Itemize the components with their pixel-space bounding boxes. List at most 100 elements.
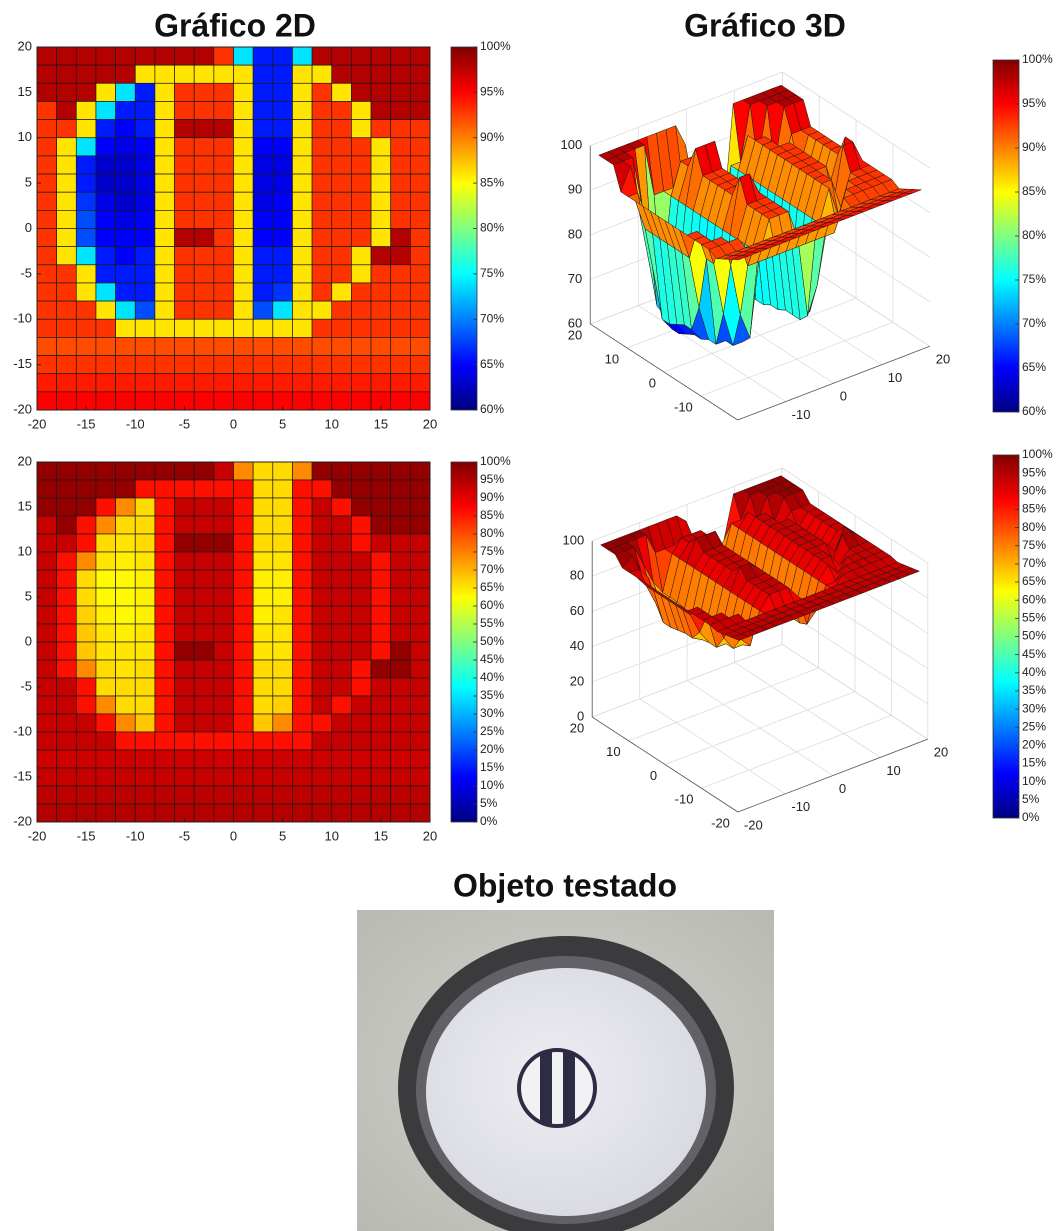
x-tick-label: 0	[230, 416, 237, 431]
heatmap-cell	[116, 660, 136, 678]
heatmap-cell	[351, 768, 371, 786]
heatmap-cell	[312, 319, 332, 337]
y-tick-label: 0	[650, 768, 657, 783]
heatmap-cell	[332, 301, 352, 319]
colorbar-label: 35%	[480, 688, 504, 702]
heatmap-cell	[135, 570, 155, 588]
heatmap-cell	[37, 247, 57, 265]
heatmap-cell	[96, 65, 116, 83]
heatmap-cell	[175, 624, 195, 642]
heatmap-cell	[76, 283, 96, 301]
heatmap-cell	[175, 65, 195, 83]
heatmap-cell	[351, 660, 371, 678]
heatmap-cell	[116, 65, 136, 83]
heatmap-cell	[312, 247, 332, 265]
heatmap-cell	[292, 319, 312, 337]
heatmap-cell	[410, 588, 430, 606]
heatmap-cell	[312, 588, 332, 606]
heatmap-cell	[391, 374, 411, 392]
heatmap-cell	[194, 319, 214, 337]
heatmap-cell	[273, 337, 293, 355]
heatmap-cell	[234, 516, 254, 534]
heatmap-cell	[312, 120, 332, 138]
x-tick-label: 20	[423, 828, 437, 843]
y-tick-label: -5	[20, 678, 32, 693]
heatmap-cell	[371, 534, 391, 552]
colorbar-label: 50%	[480, 634, 504, 648]
heatmap-cell	[214, 210, 234, 228]
heatmap-cell	[253, 588, 273, 606]
y-tick-label: 10	[18, 129, 32, 144]
heatmap-cell	[135, 534, 155, 552]
heatmap-cell	[351, 392, 371, 410]
heatmap-cell	[292, 192, 312, 210]
heatmap-cell	[292, 283, 312, 301]
heatmap-cell	[214, 570, 234, 588]
heatmap-cell	[273, 480, 293, 498]
heatmap-cell	[410, 624, 430, 642]
heatmap-cell	[371, 120, 391, 138]
heatmap-cell	[155, 138, 175, 156]
heatmap-cell	[332, 714, 352, 732]
heatmap-cell	[194, 283, 214, 301]
heatmap-cell	[76, 47, 96, 65]
heatmap-cell	[312, 138, 332, 156]
heatmap-cell	[116, 696, 136, 714]
heatmap-cell	[410, 732, 430, 750]
heatmap-cell	[214, 229, 234, 247]
heatmap-cell	[234, 210, 254, 228]
heatmap-cell	[76, 624, 96, 642]
heatmap-cell	[253, 696, 273, 714]
heatmap-cell	[194, 696, 214, 714]
heatmap-cell	[234, 624, 254, 642]
heatmap-cell	[351, 356, 371, 374]
heatmap-cell	[96, 301, 116, 319]
colorbar-label: 40%	[1022, 665, 1046, 679]
heatmap-cell	[57, 714, 77, 732]
heatmap-cell	[155, 696, 175, 714]
heatmap-cell	[135, 301, 155, 319]
heatmap-cell	[253, 47, 273, 65]
heatmap-cell	[273, 247, 293, 265]
heatmap-cell	[371, 732, 391, 750]
heatmap-cell	[410, 65, 430, 83]
heatmap-cell	[234, 47, 254, 65]
colorbar-label: 75%	[480, 266, 504, 280]
heatmap-cell	[116, 356, 136, 374]
heatmap-cell	[214, 101, 234, 119]
colorbar-label: 95%	[1022, 96, 1046, 110]
y-tick-label: -5	[20, 265, 32, 280]
heatmap-cell	[135, 83, 155, 101]
heatmap-cell	[37, 696, 57, 714]
heatmap-cell	[57, 804, 77, 822]
heatmap-cell	[371, 192, 391, 210]
heatmap-cell	[253, 804, 273, 822]
target-stripe	[540, 1052, 552, 1124]
heatmap-cell	[234, 696, 254, 714]
heatmap-cell	[155, 462, 175, 480]
heatmap-cells	[37, 462, 430, 822]
heatmap-cell	[116, 570, 136, 588]
heatmap-cell	[214, 47, 234, 65]
colorbar-label: 60%	[480, 402, 504, 416]
heatmap-cell	[175, 156, 195, 174]
heatmap-cell	[332, 174, 352, 192]
heatmap-cell	[391, 210, 411, 228]
heatmap-cell	[175, 606, 195, 624]
heatmap-cell	[391, 462, 411, 480]
heatmap-cell	[234, 247, 254, 265]
heatmap-cell	[410, 678, 430, 696]
heatmap-cell	[391, 660, 411, 678]
z-tick-label: 20	[570, 673, 584, 688]
heatmap-cell	[292, 588, 312, 606]
heatmap-cell	[292, 714, 312, 732]
heatmap-cell	[57, 156, 77, 174]
heatmap-cell	[332, 210, 352, 228]
heatmap-cell	[155, 516, 175, 534]
heatmap-cell	[155, 804, 175, 822]
heatmap-cell	[312, 83, 332, 101]
heatmap-cell	[351, 283, 371, 301]
heatmap-cell	[155, 534, 175, 552]
heatmap-cell	[76, 534, 96, 552]
heatmap-cell	[96, 101, 116, 119]
